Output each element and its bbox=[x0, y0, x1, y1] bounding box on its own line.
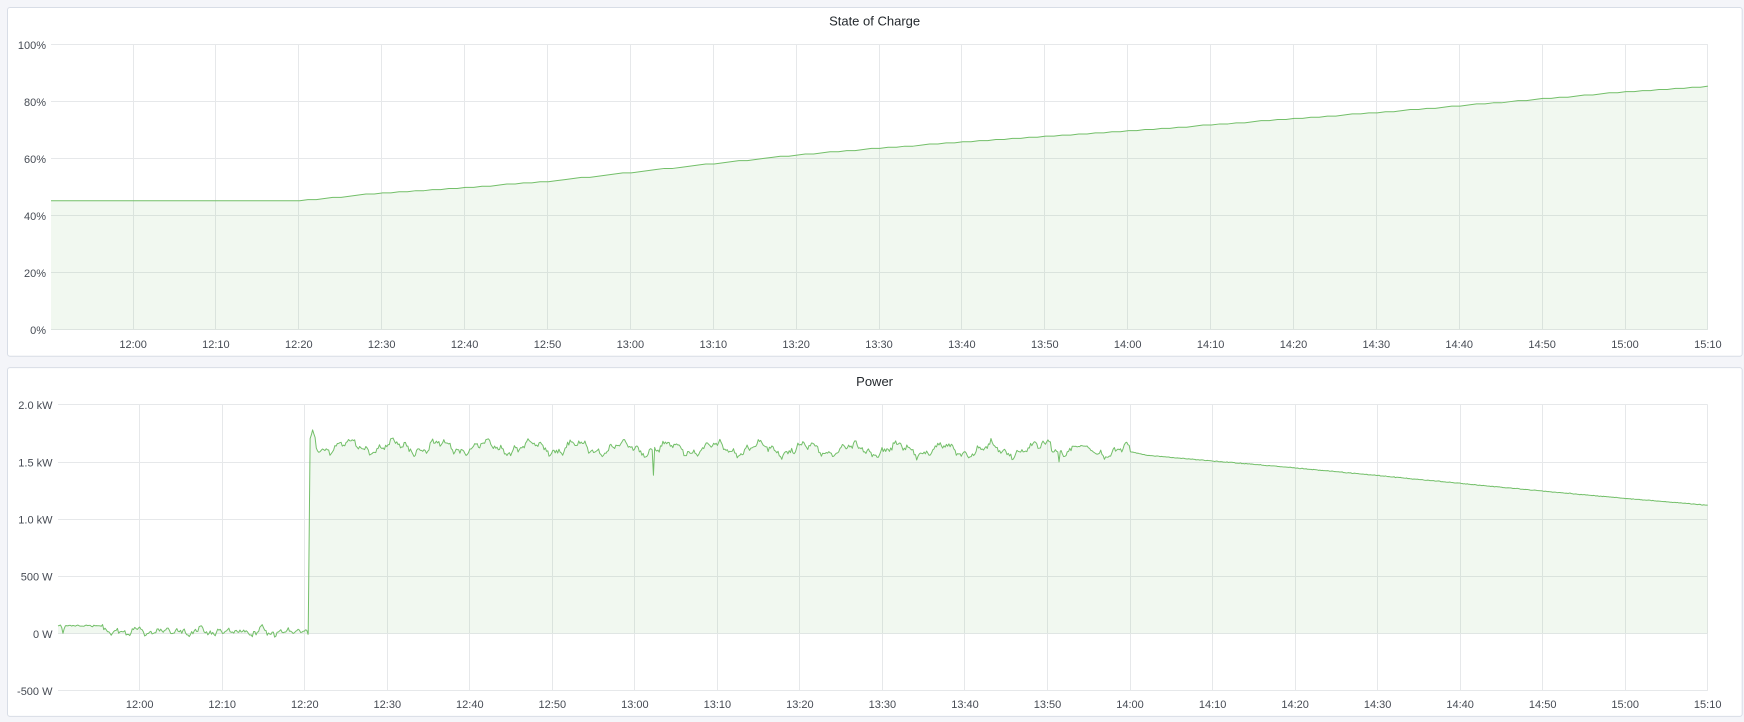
svg-text:12:00: 12:00 bbox=[126, 699, 154, 711]
svg-text:Power: Power bbox=[856, 374, 894, 389]
svg-text:1.5 kW: 1.5 kW bbox=[18, 457, 53, 469]
svg-text:13:30: 13:30 bbox=[865, 339, 893, 351]
svg-text:13:20: 13:20 bbox=[782, 339, 810, 351]
svg-text:14:10: 14:10 bbox=[1197, 339, 1225, 351]
svg-text:0 W: 0 W bbox=[33, 629, 53, 641]
svg-text:20%: 20% bbox=[24, 268, 46, 280]
svg-text:12:40: 12:40 bbox=[451, 339, 479, 351]
svg-text:0%: 0% bbox=[30, 325, 46, 337]
svg-text:40%: 40% bbox=[24, 211, 46, 223]
svg-text:State of Charge: State of Charge bbox=[829, 13, 920, 28]
svg-text:13:40: 13:40 bbox=[951, 699, 979, 711]
svg-text:14:30: 14:30 bbox=[1364, 699, 1392, 711]
svg-text:1.0 kW: 1.0 kW bbox=[18, 515, 53, 527]
svg-text:12:10: 12:10 bbox=[208, 699, 236, 711]
svg-text:13:10: 13:10 bbox=[704, 699, 732, 711]
svg-text:13:30: 13:30 bbox=[869, 699, 897, 711]
svg-text:15:00: 15:00 bbox=[1611, 339, 1639, 351]
svg-text:12:20: 12:20 bbox=[285, 339, 313, 351]
svg-text:15:10: 15:10 bbox=[1694, 339, 1722, 351]
svg-text:14:10: 14:10 bbox=[1199, 699, 1227, 711]
svg-text:12:40: 12:40 bbox=[456, 699, 484, 711]
svg-text:12:30: 12:30 bbox=[374, 699, 402, 711]
svg-text:12:20: 12:20 bbox=[291, 699, 319, 711]
svg-text:13:50: 13:50 bbox=[1034, 699, 1062, 711]
svg-text:12:50: 12:50 bbox=[534, 339, 562, 351]
svg-text:13:00: 13:00 bbox=[617, 339, 645, 351]
svg-text:-500 W: -500 W bbox=[17, 686, 53, 698]
svg-text:15:00: 15:00 bbox=[1611, 699, 1639, 711]
svg-text:14:50: 14:50 bbox=[1528, 339, 1556, 351]
svg-text:60%: 60% bbox=[24, 154, 46, 166]
svg-text:14:30: 14:30 bbox=[1363, 339, 1391, 351]
svg-text:13:40: 13:40 bbox=[948, 339, 976, 351]
svg-text:13:10: 13:10 bbox=[700, 339, 728, 351]
svg-text:12:00: 12:00 bbox=[119, 339, 147, 351]
svg-text:14:00: 14:00 bbox=[1114, 339, 1142, 351]
svg-text:12:50: 12:50 bbox=[539, 699, 567, 711]
svg-text:15:10: 15:10 bbox=[1694, 699, 1722, 711]
svg-text:12:10: 12:10 bbox=[202, 339, 230, 351]
svg-text:14:50: 14:50 bbox=[1529, 699, 1557, 711]
svg-text:13:00: 13:00 bbox=[621, 699, 649, 711]
svg-text:13:50: 13:50 bbox=[1031, 339, 1059, 351]
svg-text:80%: 80% bbox=[24, 97, 46, 109]
svg-text:14:40: 14:40 bbox=[1446, 699, 1474, 711]
svg-text:100%: 100% bbox=[18, 40, 46, 52]
svg-text:14:20: 14:20 bbox=[1281, 699, 1309, 711]
svg-text:14:40: 14:40 bbox=[1445, 339, 1473, 351]
svg-text:13:20: 13:20 bbox=[786, 699, 814, 711]
svg-text:14:00: 14:00 bbox=[1116, 699, 1144, 711]
svg-text:500 W: 500 W bbox=[21, 572, 53, 584]
svg-text:2.0 kW: 2.0 kW bbox=[18, 400, 53, 412]
svg-text:14:20: 14:20 bbox=[1280, 339, 1308, 351]
svg-text:12:30: 12:30 bbox=[368, 339, 396, 351]
